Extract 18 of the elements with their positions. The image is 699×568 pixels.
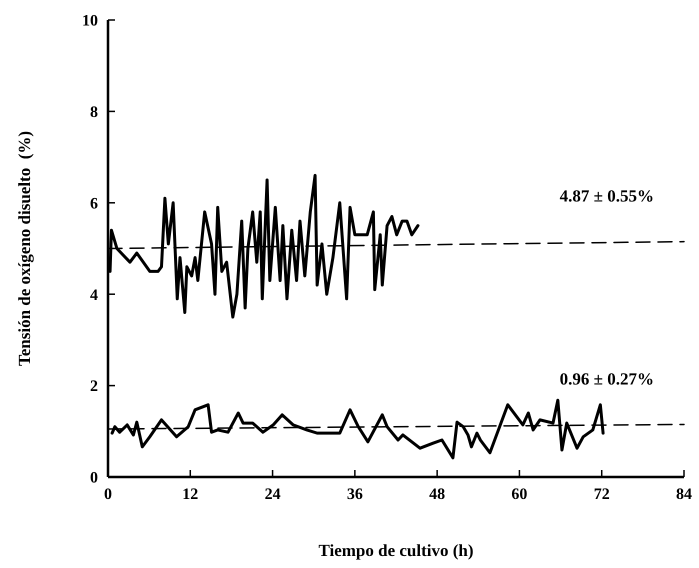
y-tick-label: 8 (90, 104, 98, 121)
x-tick-label: 84 (676, 486, 692, 503)
x-tick-label: 12 (182, 486, 198, 503)
x-tick-label: 24 (264, 486, 281, 503)
y-tick-label: 6 (90, 195, 98, 212)
x-tick-label: 60 (511, 486, 528, 503)
y-tick-label: 4 (90, 286, 98, 304)
x-tick-label: 36 (346, 486, 363, 503)
y-axis-title: Tensión de oxígeno disuelto (%) (15, 130, 34, 366)
x-tick-label: 72 (594, 486, 610, 503)
annotation: 4.87 ± 0.55% (560, 186, 654, 206)
x-tick-label: 0 (104, 486, 112, 503)
y-tick-label: 2 (90, 378, 98, 396)
x-axis-title: Tiempo de cultivo (h) (318, 541, 474, 560)
x-tick-label: 48 (429, 486, 446, 503)
y-tick-label: 0 (90, 470, 98, 487)
y-tick-label: 10 (82, 12, 98, 30)
annotation: 0.96 ± 0.27% (560, 369, 654, 388)
